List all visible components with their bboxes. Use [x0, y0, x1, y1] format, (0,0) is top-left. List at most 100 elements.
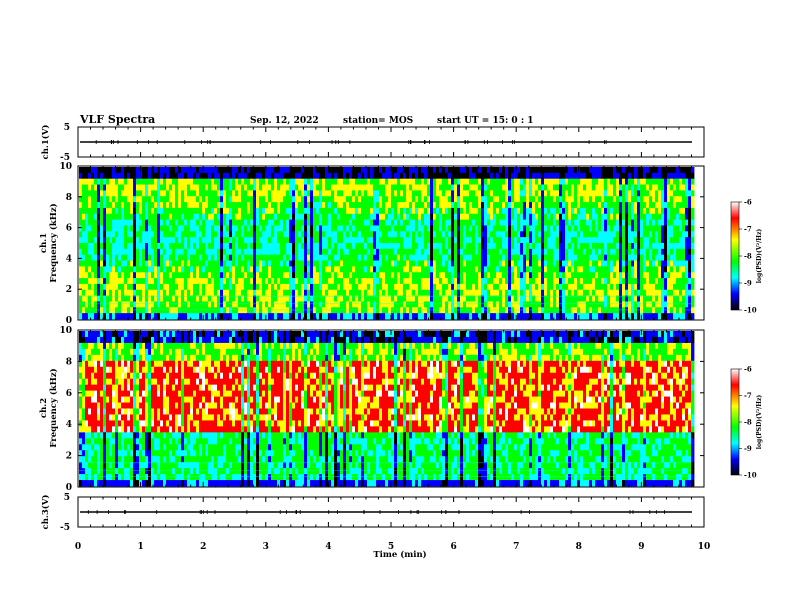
spectrogram-cell — [169, 207, 173, 215]
spectrogram-cell — [172, 225, 176, 232]
spectrogram-cell — [598, 225, 602, 232]
spectrogram-cell — [643, 167, 647, 174]
spectrogram-cell — [379, 260, 383, 267]
spectrogram-cell — [493, 207, 497, 215]
spectrogram-cell — [574, 266, 578, 273]
spectrogram-cell — [304, 260, 308, 267]
spectrogram-cell — [124, 313, 128, 320]
spectrogram-cell — [577, 243, 581, 250]
spectrogram-cell — [604, 272, 608, 279]
spectrogram-cell — [418, 283, 422, 291]
spectrogram-cell — [340, 260, 344, 267]
spectrogram-cell — [250, 248, 254, 256]
spectrogram-cell — [577, 207, 581, 215]
spectrogram-cell — [148, 237, 152, 244]
spectrogram-cell — [328, 248, 332, 256]
spectrogram-cell — [220, 231, 224, 238]
spectrogram-cell — [151, 184, 155, 191]
spectrogram-cell — [280, 283, 284, 291]
spectrogram-cell — [217, 213, 221, 221]
spectrogram-cell — [547, 254, 551, 261]
spectrogram-cell — [568, 301, 572, 308]
spectrogram-cell — [451, 266, 455, 273]
spectrogram-cell — [244, 167, 248, 174]
spectrogram-cell — [430, 272, 434, 279]
spectrogram-cell — [511, 167, 515, 174]
spectrogram-cell — [142, 219, 146, 226]
spectrogram-cell — [151, 207, 155, 215]
spectrogram-cell — [508, 207, 512, 215]
spectrogram-cell — [496, 278, 500, 285]
spectrogram-cell — [646, 307, 650, 314]
spectrogram-cell — [328, 202, 332, 209]
spectrogram-cell — [484, 248, 488, 256]
spectrogram-cell — [184, 231, 188, 238]
spectrogram-cell — [211, 219, 215, 226]
spectrogram-cell — [139, 260, 143, 267]
spectrogram-cell — [97, 313, 101, 320]
spectrogram-cell — [463, 231, 467, 238]
spectrogram-cell — [334, 172, 338, 180]
spectrogram-cell — [538, 207, 542, 215]
spectrogram-cell — [604, 184, 608, 191]
spectrogram-cell — [466, 243, 470, 250]
spectrogram-cell — [211, 266, 215, 273]
spectrogram-cell — [364, 184, 368, 191]
spectrogram-cell — [577, 225, 581, 232]
spectrogram-cell — [322, 301, 326, 308]
spectrogram-cell — [460, 243, 464, 250]
spectrogram-cell — [241, 301, 245, 308]
spectrogram-cell — [79, 307, 83, 314]
spectrogram-cell — [94, 266, 98, 273]
spectrogram-cell — [103, 202, 107, 209]
spectrogram-cell — [382, 307, 386, 314]
spectrogram-cell — [214, 196, 218, 203]
spectrogram-cell — [241, 313, 245, 320]
spectrogram-cell — [445, 248, 449, 256]
spectrogram-cell — [259, 266, 263, 273]
spectrogram-cell — [385, 283, 389, 291]
spectrogram-cell — [235, 278, 239, 285]
spectrogram-cell — [607, 178, 611, 185]
spectrogram-cell — [334, 272, 338, 279]
spectrogram-cell — [145, 202, 149, 209]
spectrogram-cell — [97, 307, 101, 314]
spectrogram-cell — [571, 172, 575, 180]
spectrogram-cell — [253, 289, 257, 297]
spectrogram-cell — [463, 237, 467, 244]
spectrogram-cell — [298, 225, 302, 232]
spectrogram-cell — [511, 289, 515, 297]
spectrogram-cell — [415, 202, 419, 209]
spectrogram-cell — [640, 272, 644, 279]
spectrogram-cell — [232, 289, 236, 297]
spectrogram-cell — [103, 172, 107, 180]
spectrogram-cell — [235, 184, 239, 191]
spectrogram-cell — [169, 289, 173, 297]
spectrogram-cell — [529, 254, 533, 261]
spectrogram-cell — [256, 178, 260, 185]
spectrogram-cell — [475, 272, 479, 279]
spectrogram-cell — [394, 266, 398, 273]
spectrogram-cell — [118, 219, 122, 226]
spectrogram-cell — [580, 202, 584, 209]
spectrogram-cell — [499, 219, 503, 226]
spectrogram-cell — [433, 313, 437, 320]
spectrogram-cell — [520, 254, 524, 261]
spectrogram-cell — [556, 167, 560, 174]
spectrogram-cell — [526, 219, 530, 226]
spectrogram-cell — [625, 167, 629, 174]
spectrogram-cell — [244, 289, 248, 297]
spectrogram-cell — [283, 172, 287, 180]
spectrogram-cell — [94, 190, 98, 197]
spectrogram-cell — [349, 260, 353, 267]
spectrogram-cell — [634, 243, 638, 250]
spectrogram-cell — [154, 243, 158, 250]
spectrogram-cell — [247, 272, 251, 279]
spectrogram-cell — [151, 190, 155, 197]
spectrogram-cell — [574, 289, 578, 297]
spectrogram-cell — [355, 260, 359, 267]
spectrogram-cell — [172, 272, 176, 279]
spectrogram-cell — [559, 272, 563, 279]
spectrogram-cell — [610, 178, 614, 185]
spectrogram-cell — [631, 283, 635, 291]
